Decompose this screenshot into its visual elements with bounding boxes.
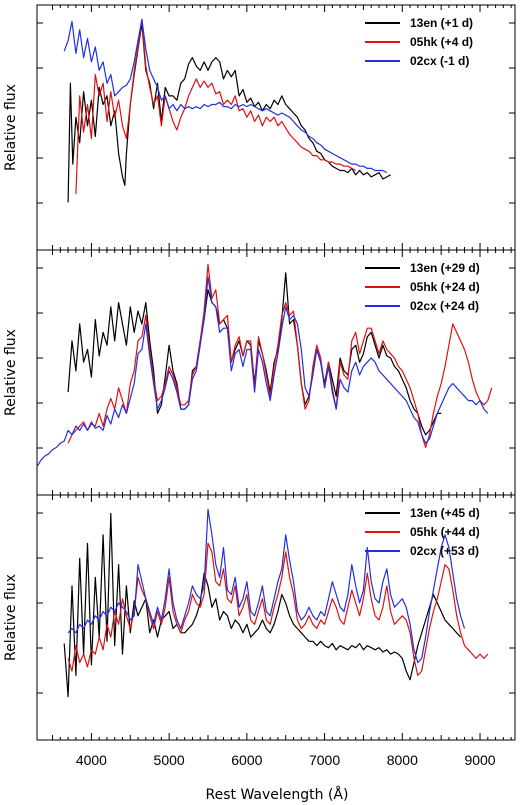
x-tick-label: 5000 [154,752,185,768]
panel-1: 13en (+1 d) 05hk (+4 d) 02cx (-1 d) Relativ… [3,4,516,251]
series-line-3 [37,276,489,467]
series-group [63,508,489,698]
panels-layer: 13en (+1 d) 05hk (+4 d) 02cx (-1 d) Relativ… [3,4,516,768]
series-line-2 [67,542,489,677]
legend-label-1: 13en (+45 d) [410,506,480,520]
x-tick-label: 6000 [231,752,262,768]
legend-label-3: 02cx (-1 d) [410,54,469,68]
legend-label-2: 05hk (+44 d) [410,525,480,539]
legend-label-1: 13en (+29 d) [410,261,480,275]
panel-2: 13en (+29 d) 05hk (+24 d) 02cx (+24 d) Rela… [3,249,516,496]
series-line-1 [67,22,391,203]
series-line-2 [75,18,356,194]
panel-3: 13en (+45 d) 05hk (+44 d) 02cx (+53 d) Rela… [3,494,516,741]
series-line-1 [63,512,462,698]
x-tick-label: 4000 [76,752,107,768]
legend-label-2: 05hk (+24 d) [410,280,480,294]
series-group [63,18,391,203]
y-axis-title: Relative flux [3,329,19,416]
series-line-3 [67,508,466,664]
y-axis-title: Relative flux [3,574,19,661]
series-group [37,263,493,467]
x-tick-label: 7000 [309,752,340,768]
y-axis-title: Relative flux [3,84,19,171]
legend-label-3: 02cx (+53 d) [410,544,479,558]
series-line-1 [67,272,442,436]
x-tick-label: 9000 [464,752,495,768]
series-line-3 [63,18,388,174]
legend-label-2: 05hk (+4 d) [410,35,473,49]
panel-frame [36,494,516,741]
legend-label-3: 02cx (+24 d) [410,299,479,313]
x-axis-title: Rest Wavelength (Å) [206,786,349,803]
x-tick-label: 8000 [387,752,418,768]
legend-label-1: 13en (+1 d) [410,16,473,30]
